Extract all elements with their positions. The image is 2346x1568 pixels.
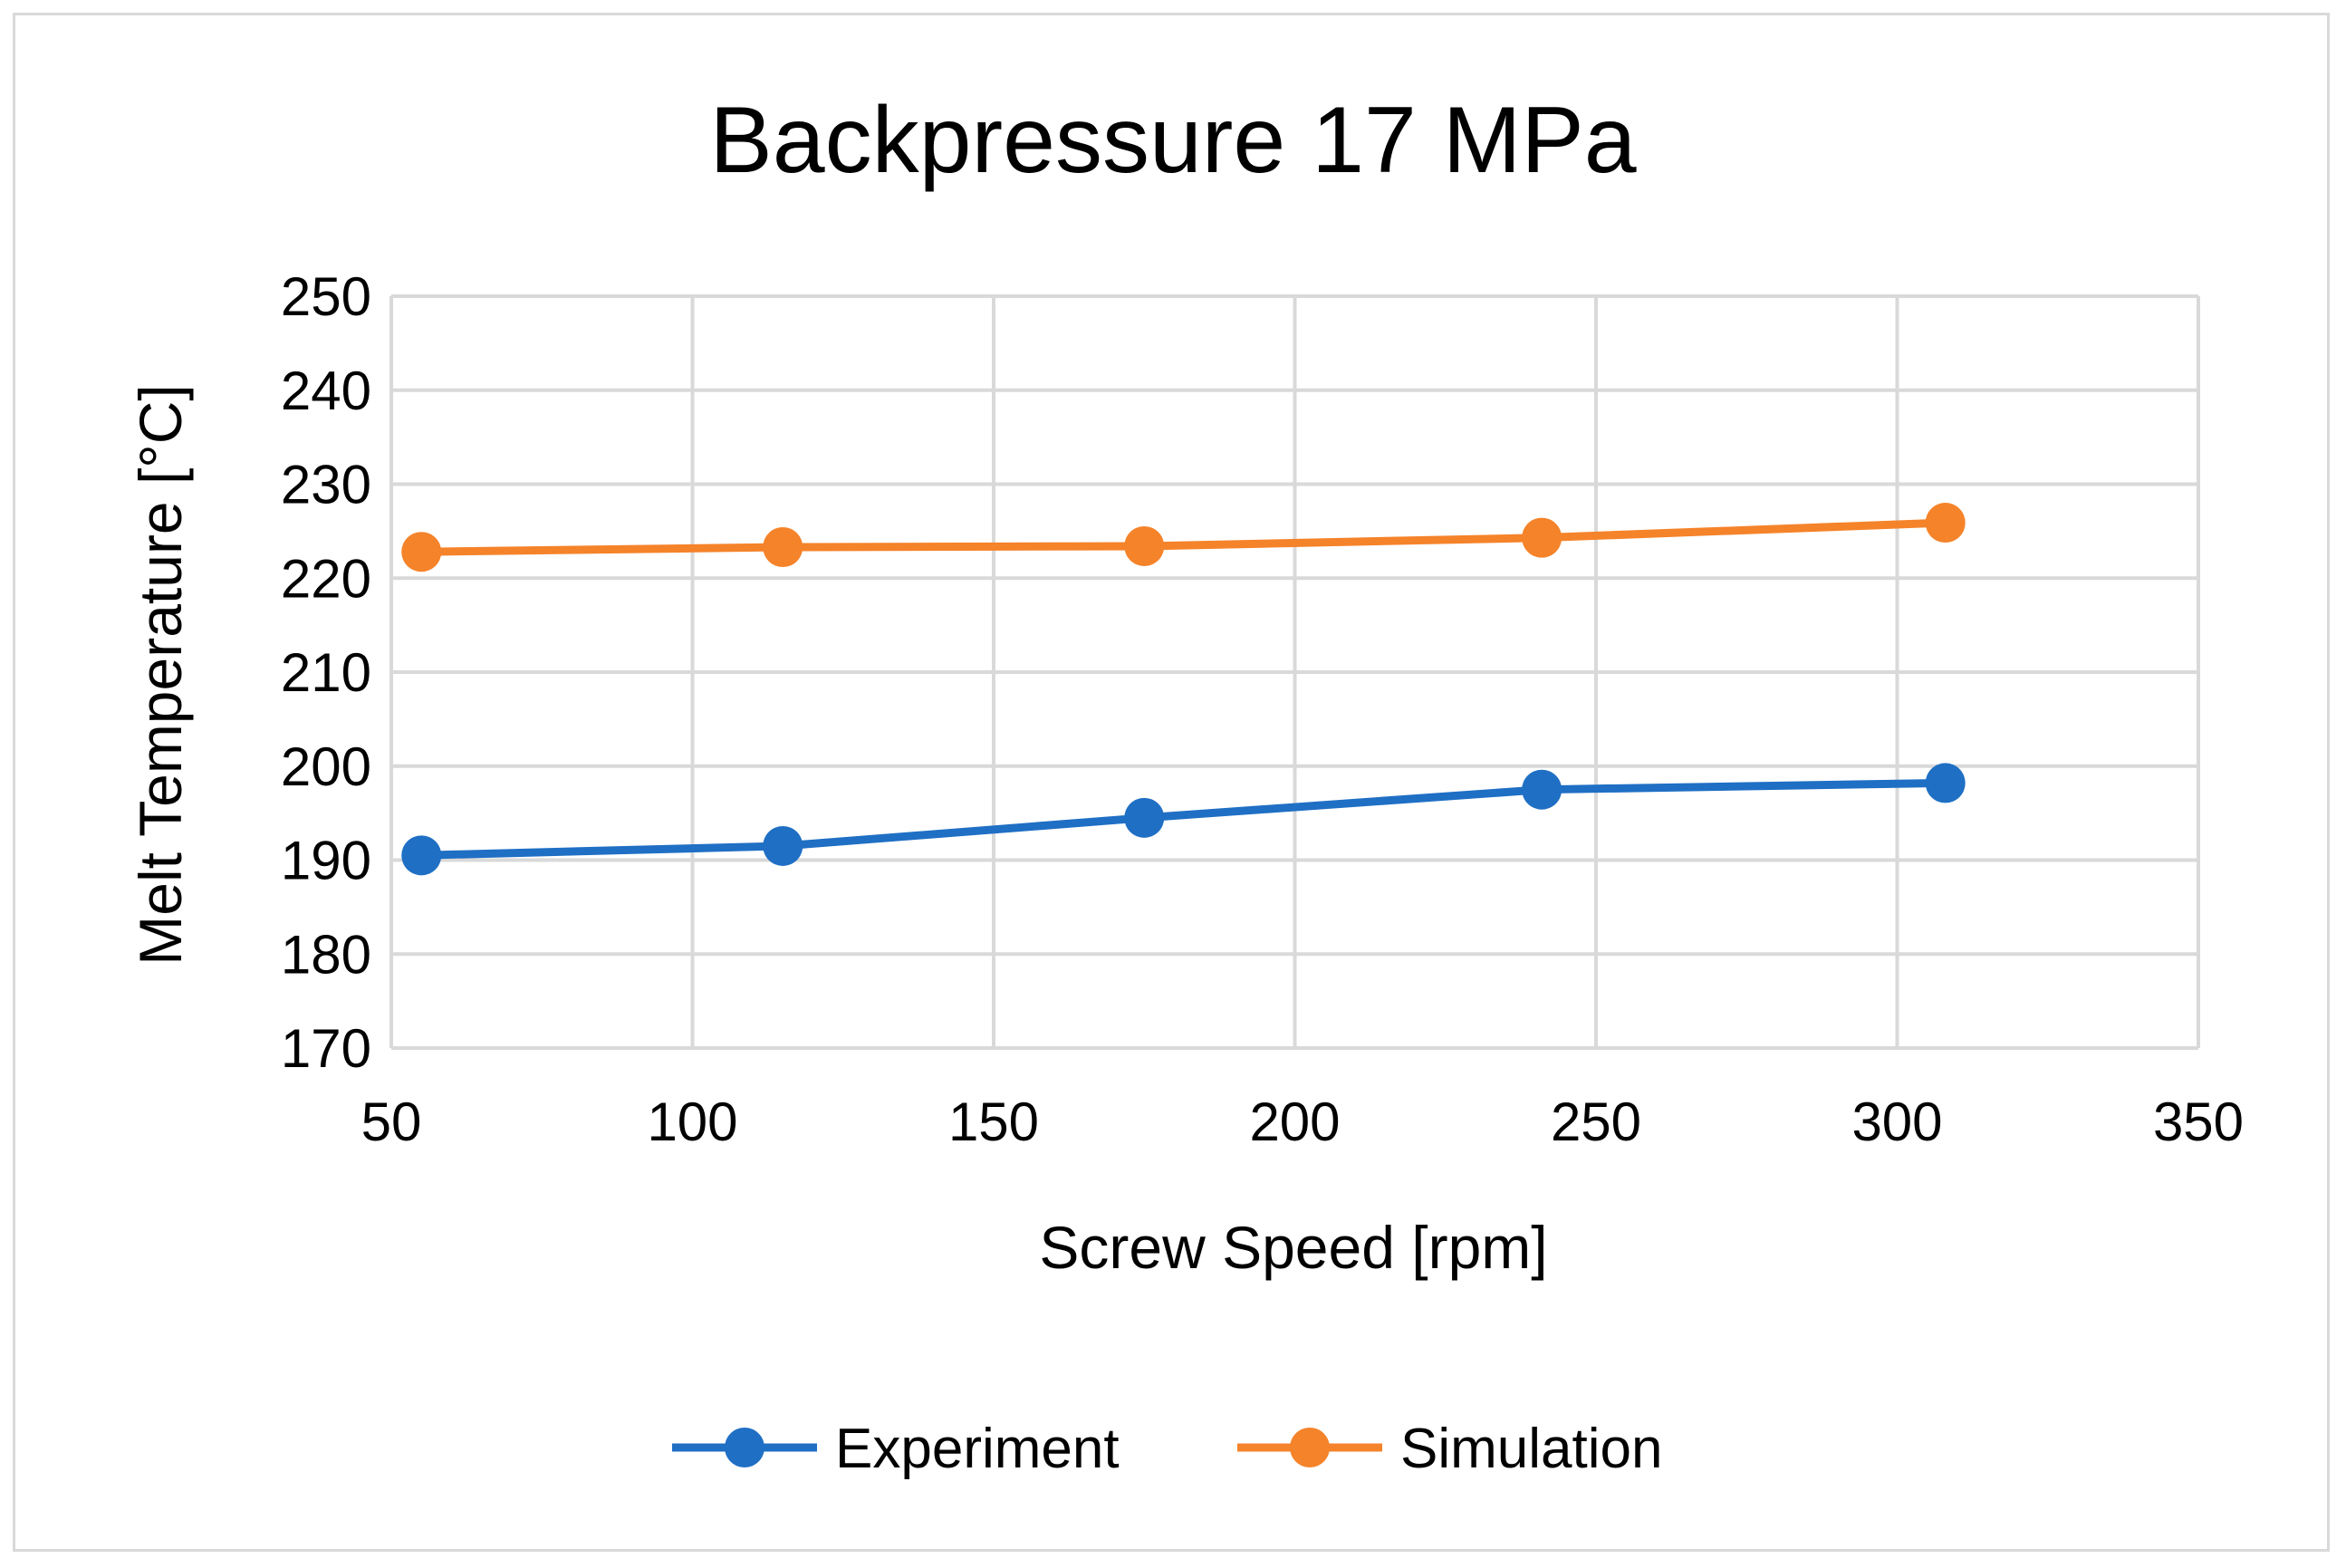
legend-label: Simulation <box>1400 1418 1662 1480</box>
data-point-experiment[interactable] <box>1925 763 1966 803</box>
data-point-experiment[interactable] <box>401 835 442 876</box>
y-tick-label: 250 <box>281 266 371 327</box>
series-line-simulation <box>417 518 1950 556</box>
data-point-simulation[interactable] <box>1925 503 1966 544</box>
x-tick-label: 200 <box>1249 1092 1340 1152</box>
series-simulation <box>401 503 1966 572</box>
y-tick-label: 170 <box>281 1018 371 1079</box>
data-point-simulation[interactable] <box>763 527 803 568</box>
x-axis-ticks: 50 100 150 200 250 300 350 <box>361 1092 2244 1152</box>
x-axis-label: Screw Speed [rpm] <box>1039 1214 1547 1281</box>
data-point-experiment[interactable] <box>763 825 803 866</box>
chart-title: Backpressure 17 MPa <box>709 88 1636 193</box>
legend-item-experiment: Experiment <box>672 1418 1120 1480</box>
y-tick-label: 200 <box>281 736 371 797</box>
legend-label: Experiment <box>835 1418 1120 1480</box>
legend-swatch-marker <box>1290 1428 1330 1467</box>
y-axis-ticks: 170 180 190 200 210 220 230 240 250 <box>281 266 371 1079</box>
y-axis-label: Melt Temperature [°C] <box>127 384 194 965</box>
gridlines <box>389 294 2200 1050</box>
y-tick-label: 210 <box>281 642 371 703</box>
series-layer <box>401 503 1966 876</box>
x-tick-label: 300 <box>1851 1092 1942 1152</box>
legend: Experiment Simulation <box>672 1418 1662 1480</box>
x-tick-label: 100 <box>647 1092 737 1152</box>
y-tick-label: 180 <box>281 924 371 985</box>
x-tick-label: 350 <box>2153 1092 2244 1152</box>
series-experiment <box>401 763 1966 876</box>
y-tick-label: 220 <box>281 548 371 609</box>
x-tick-label: 150 <box>948 1092 1039 1152</box>
legend-swatch-marker <box>725 1428 764 1467</box>
x-tick-label: 250 <box>1551 1092 1641 1152</box>
data-point-simulation[interactable] <box>1124 525 1165 566</box>
series-line-experiment <box>417 778 1950 860</box>
legend-item-simulation: Simulation <box>1237 1418 1662 1480</box>
data-point-simulation[interactable] <box>1522 517 1562 558</box>
y-tick-label: 240 <box>281 361 371 421</box>
data-point-simulation[interactable] <box>401 532 442 572</box>
y-tick-label: 230 <box>281 455 371 515</box>
x-tick-label: 50 <box>361 1092 422 1152</box>
y-tick-label: 190 <box>281 831 371 891</box>
data-point-experiment[interactable] <box>1124 797 1165 838</box>
data-point-experiment[interactable] <box>1522 769 1562 810</box>
